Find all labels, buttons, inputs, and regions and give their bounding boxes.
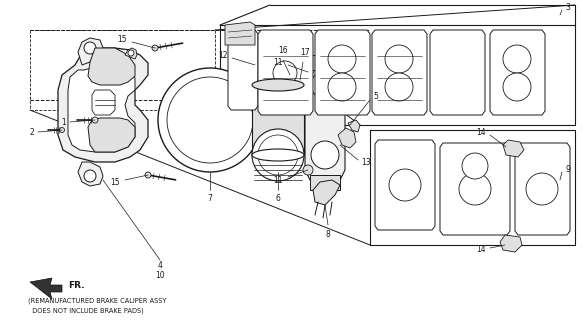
Text: 11: 11 xyxy=(273,175,283,185)
Circle shape xyxy=(389,169,421,201)
Circle shape xyxy=(503,73,531,101)
Text: 2: 2 xyxy=(29,127,34,137)
Circle shape xyxy=(84,42,96,54)
Ellipse shape xyxy=(252,149,304,161)
Circle shape xyxy=(462,153,488,179)
Polygon shape xyxy=(305,60,345,185)
Circle shape xyxy=(158,68,262,172)
Text: 8: 8 xyxy=(326,230,331,239)
Circle shape xyxy=(59,127,65,132)
Circle shape xyxy=(526,173,558,205)
Text: 14: 14 xyxy=(476,127,486,137)
Polygon shape xyxy=(310,55,340,70)
Circle shape xyxy=(328,73,356,101)
Circle shape xyxy=(145,172,151,178)
Text: 6: 6 xyxy=(276,194,280,203)
Text: FR.: FR. xyxy=(68,281,85,290)
Text: 4: 4 xyxy=(157,261,163,270)
Circle shape xyxy=(152,45,158,51)
Text: 7: 7 xyxy=(208,194,212,203)
Polygon shape xyxy=(315,30,370,115)
Polygon shape xyxy=(58,48,148,162)
Polygon shape xyxy=(295,76,302,83)
Polygon shape xyxy=(125,48,137,59)
Polygon shape xyxy=(228,30,258,110)
Polygon shape xyxy=(225,22,255,45)
Circle shape xyxy=(84,170,96,182)
Polygon shape xyxy=(258,30,313,115)
Text: 17: 17 xyxy=(300,48,310,57)
Text: 15: 15 xyxy=(117,35,127,44)
Circle shape xyxy=(328,45,356,73)
Polygon shape xyxy=(338,128,356,148)
Circle shape xyxy=(503,45,531,73)
Text: 15: 15 xyxy=(110,178,120,187)
Polygon shape xyxy=(430,30,485,115)
Polygon shape xyxy=(515,143,570,235)
Circle shape xyxy=(252,129,304,181)
Polygon shape xyxy=(440,143,510,235)
Polygon shape xyxy=(68,67,135,152)
Circle shape xyxy=(303,165,313,175)
Polygon shape xyxy=(78,162,103,186)
Polygon shape xyxy=(252,85,304,155)
Polygon shape xyxy=(88,48,135,85)
Polygon shape xyxy=(313,180,340,205)
Text: 12: 12 xyxy=(219,51,228,60)
Circle shape xyxy=(459,173,491,205)
Polygon shape xyxy=(78,38,103,65)
Text: 14: 14 xyxy=(476,245,486,254)
Circle shape xyxy=(311,71,339,99)
Text: 1: 1 xyxy=(61,117,66,126)
Text: (REMANUFACTURED BRAKE CALIPER ASSY: (REMANUFACTURED BRAKE CALIPER ASSY xyxy=(28,298,167,305)
Circle shape xyxy=(385,73,413,101)
Text: 11: 11 xyxy=(273,58,283,67)
Circle shape xyxy=(311,141,339,169)
Text: 16: 16 xyxy=(278,46,288,55)
Text: DOES NOT INCLUDE BRAKE PADS): DOES NOT INCLUDE BRAKE PADS) xyxy=(28,308,144,315)
Polygon shape xyxy=(287,72,293,78)
Polygon shape xyxy=(88,118,135,152)
Polygon shape xyxy=(348,120,360,132)
Polygon shape xyxy=(92,90,115,115)
Text: 3: 3 xyxy=(565,3,570,12)
Circle shape xyxy=(273,61,297,85)
Polygon shape xyxy=(255,60,263,70)
Text: 13: 13 xyxy=(361,157,371,166)
Polygon shape xyxy=(490,30,545,115)
Polygon shape xyxy=(500,235,522,252)
Circle shape xyxy=(385,45,413,73)
Text: 9: 9 xyxy=(566,164,571,173)
Polygon shape xyxy=(372,30,427,115)
Polygon shape xyxy=(375,140,435,230)
Polygon shape xyxy=(310,175,340,190)
Polygon shape xyxy=(503,140,524,157)
Polygon shape xyxy=(30,278,62,299)
Circle shape xyxy=(303,67,313,77)
Circle shape xyxy=(128,50,134,56)
Ellipse shape xyxy=(252,79,304,91)
Text: 10: 10 xyxy=(155,271,165,281)
Text: 5: 5 xyxy=(373,92,378,100)
Circle shape xyxy=(92,117,98,123)
